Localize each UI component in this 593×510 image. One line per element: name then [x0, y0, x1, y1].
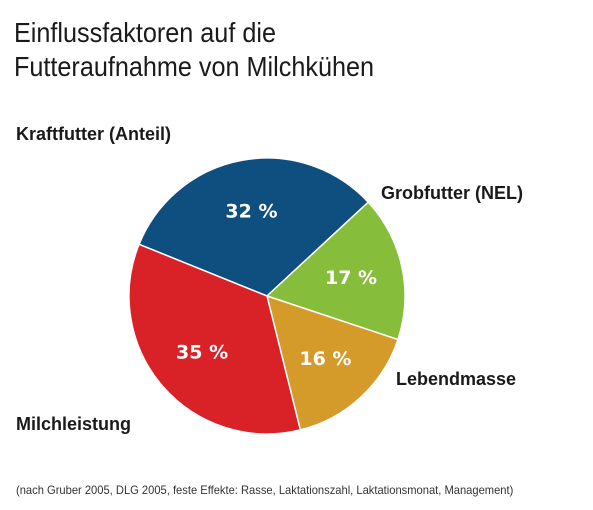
- legend-label-kraftfutter: Kraftfutter (Anteil): [16, 124, 171, 144]
- pie-value-label-kraftfutter-anteil: 32 %: [225, 200, 277, 222]
- pie-value-labels: 32 % 17 % 16 % 35 %: [176, 200, 377, 370]
- pie-value-label-lebendmasse: 16 %: [299, 348, 351, 370]
- title-line-1: Einflussfaktoren auf die: [14, 17, 276, 48]
- legend-label-lebendmasse: Lebendmasse: [396, 369, 517, 389]
- pie-value-label-milchleistung: 35 %: [176, 341, 228, 363]
- pie-value-label-grobfutter-nel: 17 %: [325, 267, 377, 289]
- legend-label-milchleistung: Milchleistung: [16, 414, 132, 434]
- source-note: (nach Gruber 2005, DLG 2005, feste Effek…: [16, 483, 514, 497]
- chart-title: Einflussfaktoren auf die Futteraufnahme …: [14, 16, 374, 84]
- pie-slices: [128, 157, 406, 435]
- pie-slice-kraftfutter-anteil: [138, 157, 370, 297]
- title-line-2: Futteraufnahme von Milchkühen: [14, 51, 374, 82]
- legend-label-grobfutter: Grobfutter (NEL): [381, 183, 523, 203]
- pie-slice-milchleistung: [128, 243, 302, 435]
- pie-slice-lebendmasse: [265, 294, 399, 431]
- pie-slice-grobfutter-nel: [265, 201, 406, 341]
